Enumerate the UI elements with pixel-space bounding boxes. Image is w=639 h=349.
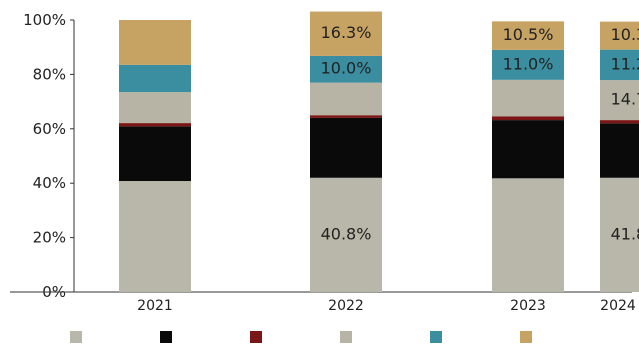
legend-swatch [430, 331, 442, 343]
bar-segment [310, 55, 382, 83]
bar-segment [600, 80, 639, 121]
legend [70, 331, 532, 343]
bar-segment [492, 116, 564, 121]
bar-segment [119, 126, 191, 182]
y-tick-label: 100% [23, 11, 66, 29]
bar-segment [119, 20, 191, 65]
bar-segment [310, 82, 382, 116]
bars-group: 40.8% 10.0% 16.3% 11.0% 10.5% 41.8% 14.7% 11.2%… [119, 11, 639, 292]
bar-segment [310, 177, 382, 292]
bar-data-label: 10.3% [611, 25, 639, 44]
bar-segment [119, 64, 191, 93]
bar-segment [600, 21, 639, 50]
bar-data-label: 10.5% [503, 25, 554, 44]
y-tick-label: 20% [33, 229, 66, 247]
bar-segment [492, 178, 564, 292]
bar-segment [492, 120, 564, 179]
bar-segment [119, 123, 191, 127]
bar-segment [492, 49, 564, 80]
x-category-label: 2021 [137, 298, 173, 314]
bar-segment [310, 115, 382, 118]
x-category-label: 2022 [328, 298, 364, 314]
bar-segment [119, 92, 191, 124]
bar-segment [600, 123, 639, 178]
bar-segment [600, 177, 639, 292]
x-category-label: 2024 [600, 298, 636, 314]
legend-swatch [160, 331, 172, 343]
legend-swatch [340, 331, 352, 343]
bar-data-label: 40.8% [321, 224, 372, 243]
bar-data-label: 11.2% [611, 54, 639, 73]
y-tick-label: 40% [33, 174, 66, 192]
bar-data-label: 11.0% [503, 54, 554, 73]
bar-segment [492, 79, 564, 117]
bar-segment [310, 117, 382, 178]
bar-segment [310, 11, 382, 56]
y-axis: 100%80%60%40%20%0% [23, 11, 74, 301]
legend-swatch [520, 331, 532, 343]
bar-data-label: 16.3% [321, 23, 372, 42]
y-tick-label: 60% [33, 120, 66, 138]
legend-swatch [250, 331, 262, 343]
bar-segment [492, 21, 564, 50]
x-category-label: 2023 [510, 298, 546, 314]
bar-segment [119, 181, 191, 292]
bar-data-label: 10.0% [321, 59, 372, 78]
bar-data-label: 41.8% [611, 224, 639, 243]
bar-segment [600, 49, 639, 81]
y-tick-label: 80% [33, 65, 66, 83]
legend-swatch [70, 331, 82, 343]
x-axis: 2021 2022 2023 2024 [137, 298, 636, 314]
bar-data-label: 14.7% [611, 90, 639, 109]
bar-segment [600, 120, 639, 124]
